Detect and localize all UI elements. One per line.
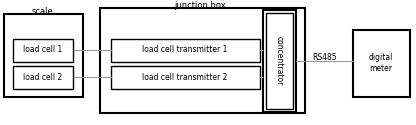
Bar (100, 8, 305, 113)
Text: load cell transmitter 1: load cell transmitter 1 (142, 46, 228, 54)
Text: scale: scale (31, 6, 53, 16)
Text: concentrator: concentrator (275, 36, 283, 86)
Bar (266, 13, 293, 109)
Text: digital
meter: digital meter (369, 53, 393, 73)
Text: load cell 2: load cell 2 (23, 72, 63, 82)
Bar (4, 14, 83, 97)
Text: load cell transmitter 2: load cell transmitter 2 (142, 72, 228, 82)
Text: load cell 1: load cell 1 (23, 46, 63, 54)
Bar (111, 39, 260, 62)
Bar (263, 10, 296, 112)
Bar (13, 39, 73, 62)
Text: junction box: junction box (174, 2, 226, 11)
Text: RS485: RS485 (313, 54, 337, 62)
Bar (13, 66, 73, 89)
Bar (111, 66, 260, 89)
Bar (353, 30, 410, 97)
